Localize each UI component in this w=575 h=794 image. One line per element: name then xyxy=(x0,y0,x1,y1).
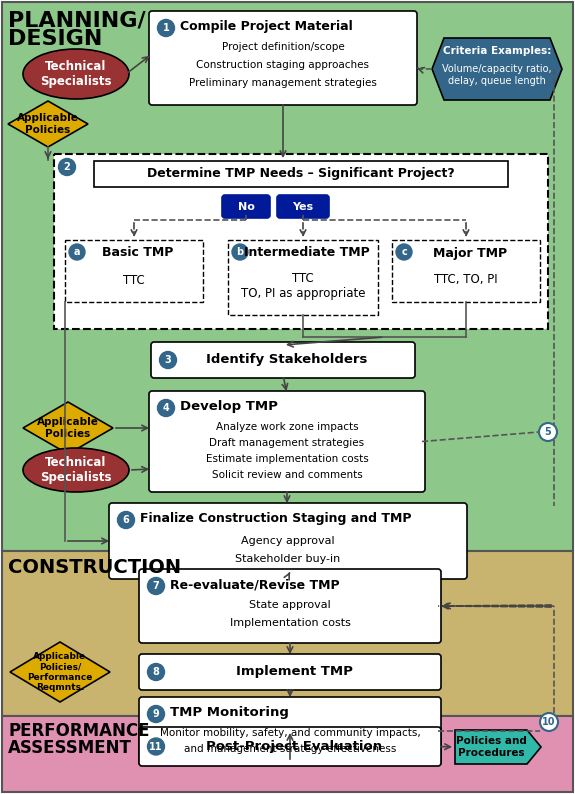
FancyBboxPatch shape xyxy=(222,195,270,218)
Text: Volume/capacity ratio,: Volume/capacity ratio, xyxy=(442,64,552,74)
Text: TO, PI as appropriate: TO, PI as appropriate xyxy=(241,287,365,300)
FancyBboxPatch shape xyxy=(149,391,425,492)
Circle shape xyxy=(117,511,135,529)
Bar xyxy=(94,161,508,187)
Polygon shape xyxy=(23,402,113,454)
Text: TMP Monitoring: TMP Monitoring xyxy=(170,706,289,719)
FancyBboxPatch shape xyxy=(277,195,329,218)
Circle shape xyxy=(59,159,75,175)
Text: Re-evaluate/Revise TMP: Re-evaluate/Revise TMP xyxy=(170,578,340,591)
Circle shape xyxy=(148,706,164,723)
Polygon shape xyxy=(432,38,562,100)
Text: Technical
Specialists: Technical Specialists xyxy=(40,60,112,88)
Bar xyxy=(54,154,548,329)
Text: 10: 10 xyxy=(542,717,556,727)
Bar xyxy=(2,716,573,792)
Text: 3: 3 xyxy=(164,355,171,365)
Text: Yes: Yes xyxy=(293,202,313,211)
FancyBboxPatch shape xyxy=(139,727,441,766)
Circle shape xyxy=(148,664,164,680)
Text: a: a xyxy=(74,247,81,257)
Polygon shape xyxy=(8,101,88,147)
Bar xyxy=(228,240,378,315)
Text: 5: 5 xyxy=(545,427,551,437)
Text: Basic TMP: Basic TMP xyxy=(102,246,174,260)
Text: Post-Project Evaluation: Post-Project Evaluation xyxy=(206,740,382,753)
Circle shape xyxy=(148,577,164,595)
Text: Technical
Specialists: Technical Specialists xyxy=(40,456,112,484)
Text: Analyze work zone impacts: Analyze work zone impacts xyxy=(216,422,358,432)
Bar xyxy=(2,551,573,716)
Text: Finalize Construction Staging and TMP: Finalize Construction Staging and TMP xyxy=(140,512,412,525)
Text: No: No xyxy=(237,202,254,211)
Text: b: b xyxy=(236,247,244,257)
Text: PLANNING/
DESIGN: PLANNING/ DESIGN xyxy=(8,10,145,49)
Text: Solicit review and comments: Solicit review and comments xyxy=(212,470,362,480)
Circle shape xyxy=(148,738,164,755)
Text: Applicable
Policies/
Performance
Reqmnts.: Applicable Policies/ Performance Reqmnts… xyxy=(28,652,93,692)
Text: Draft management strategies: Draft management strategies xyxy=(209,438,365,448)
Text: Implement TMP: Implement TMP xyxy=(236,665,352,679)
Text: Compile Project Material: Compile Project Material xyxy=(180,20,352,33)
Text: Implementation costs: Implementation costs xyxy=(229,618,350,628)
Text: 8: 8 xyxy=(152,667,159,677)
Text: Applicable
Policies: Applicable Policies xyxy=(17,114,79,135)
Text: State approval: State approval xyxy=(249,600,331,610)
Text: TTC, TO, PI: TTC, TO, PI xyxy=(434,273,498,287)
Text: 4: 4 xyxy=(163,403,170,413)
Text: 9: 9 xyxy=(152,709,159,719)
Text: delay, queue length: delay, queue length xyxy=(448,76,546,86)
Text: CONSTRUCTION: CONSTRUCTION xyxy=(8,558,181,577)
Bar xyxy=(2,2,573,551)
Text: 7: 7 xyxy=(152,581,159,591)
Text: Major TMP: Major TMP xyxy=(433,246,507,260)
Text: c: c xyxy=(401,247,407,257)
Text: Project definition/scope: Project definition/scope xyxy=(221,42,344,52)
Text: Construction staging approaches: Construction staging approaches xyxy=(197,60,370,70)
Text: TTC: TTC xyxy=(292,272,314,284)
Text: 6: 6 xyxy=(122,515,129,525)
Text: PERFORMANCE
ASSESSMENT: PERFORMANCE ASSESSMENT xyxy=(8,722,150,757)
Circle shape xyxy=(232,244,248,260)
Text: Policies and
Procedures: Policies and Procedures xyxy=(455,736,527,757)
Ellipse shape xyxy=(23,448,129,492)
Text: TTC: TTC xyxy=(123,273,145,287)
Text: Preliminary management strategies: Preliminary management strategies xyxy=(189,78,377,88)
Text: Monitor mobility, safety, and community impacts,: Monitor mobility, safety, and community … xyxy=(160,728,420,738)
Polygon shape xyxy=(455,730,541,764)
Text: Develop TMP: Develop TMP xyxy=(180,400,278,413)
FancyBboxPatch shape xyxy=(139,654,441,690)
Circle shape xyxy=(158,399,174,417)
Text: and management strategy effectiveness: and management strategy effectiveness xyxy=(184,744,396,754)
Circle shape xyxy=(159,352,177,368)
Polygon shape xyxy=(10,642,110,702)
Text: Estimate implementation costs: Estimate implementation costs xyxy=(206,454,369,464)
Text: Applicable
Policies: Applicable Policies xyxy=(37,417,99,439)
Text: 11: 11 xyxy=(150,742,163,751)
FancyBboxPatch shape xyxy=(139,697,441,765)
Text: Agency approval: Agency approval xyxy=(241,536,335,546)
Text: Intermediate TMP: Intermediate TMP xyxy=(244,246,370,260)
Text: Identify Stakeholders: Identify Stakeholders xyxy=(206,353,367,367)
Ellipse shape xyxy=(23,49,129,99)
FancyBboxPatch shape xyxy=(151,342,415,378)
FancyBboxPatch shape xyxy=(109,503,467,579)
Circle shape xyxy=(540,713,558,731)
FancyBboxPatch shape xyxy=(139,569,441,643)
Circle shape xyxy=(69,244,85,260)
Bar xyxy=(65,240,203,302)
Text: 1: 1 xyxy=(163,23,170,33)
Text: Criteria Examples:: Criteria Examples: xyxy=(443,46,551,56)
FancyBboxPatch shape xyxy=(149,11,417,105)
Text: Determine TMP Needs – Significant Project?: Determine TMP Needs – Significant Projec… xyxy=(147,168,455,180)
Circle shape xyxy=(539,423,557,441)
Text: 2: 2 xyxy=(64,162,70,172)
Bar xyxy=(392,240,540,302)
Circle shape xyxy=(396,244,412,260)
Text: Stakeholder buy-in: Stakeholder buy-in xyxy=(235,554,340,564)
Circle shape xyxy=(158,20,174,37)
